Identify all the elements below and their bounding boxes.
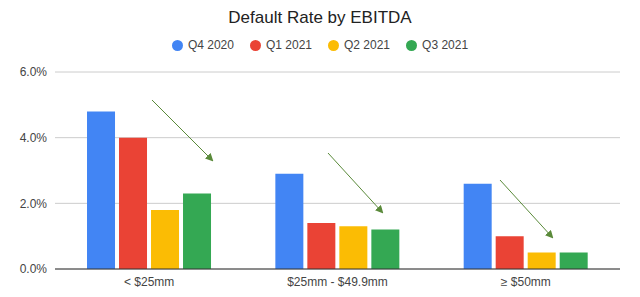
svg-text:2.0%: 2.0% — [20, 197, 48, 211]
html-text:Q3 2021: Q3 2021 — [422, 38, 469, 52]
svg-text:< $25mm: < $25mm — [124, 275, 174, 289]
svg-text:6.0%: 6.0% — [20, 65, 48, 79]
svg-text:≥ $50mm: ≥ $50mm — [501, 275, 551, 289]
html-text:Default Rate by EBITDA: Default Rate by EBITDA — [228, 8, 412, 27]
svg-text:4.0%: 4.0% — [20, 131, 48, 145]
svg-text:$25mm - $49.9mm: $25mm - $49.9mm — [287, 275, 388, 289]
svg-text:0.0%: 0.0% — [20, 262, 48, 276]
html-text:Q1 2021: Q1 2021 — [266, 38, 312, 52]
html-text:Q2 2021: Q2 2021 — [344, 38, 390, 52]
html-text:Q4 2020: Q4 2020 — [187, 38, 234, 52]
